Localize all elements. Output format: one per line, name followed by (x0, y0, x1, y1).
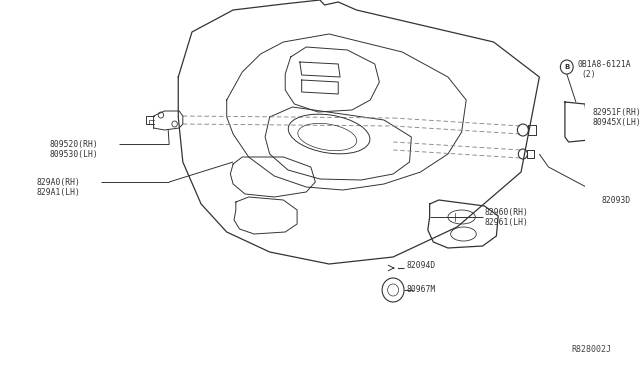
Text: 82951F(RH): 82951F(RH) (593, 108, 640, 116)
Text: 82094D: 82094D (407, 260, 436, 269)
Text: 809520(RH): 809520(RH) (49, 140, 98, 148)
Text: 80945X(LH): 80945X(LH) (593, 118, 640, 126)
Text: B: B (564, 64, 570, 70)
Text: 82960(RH): 82960(RH) (484, 208, 529, 217)
Text: 809530(LH): 809530(LH) (49, 150, 98, 158)
Text: 0B1A8-6121A: 0B1A8-6121A (578, 60, 632, 68)
Text: 82093D: 82093D (602, 196, 631, 205)
Text: 829A0(RH): 829A0(RH) (36, 177, 81, 186)
Text: (2): (2) (581, 70, 596, 78)
Text: 82961(LH): 82961(LH) (484, 218, 529, 227)
Text: 80967M: 80967M (407, 285, 436, 295)
Text: 829A1(LH): 829A1(LH) (36, 187, 81, 196)
Text: R828002J: R828002J (572, 345, 611, 354)
